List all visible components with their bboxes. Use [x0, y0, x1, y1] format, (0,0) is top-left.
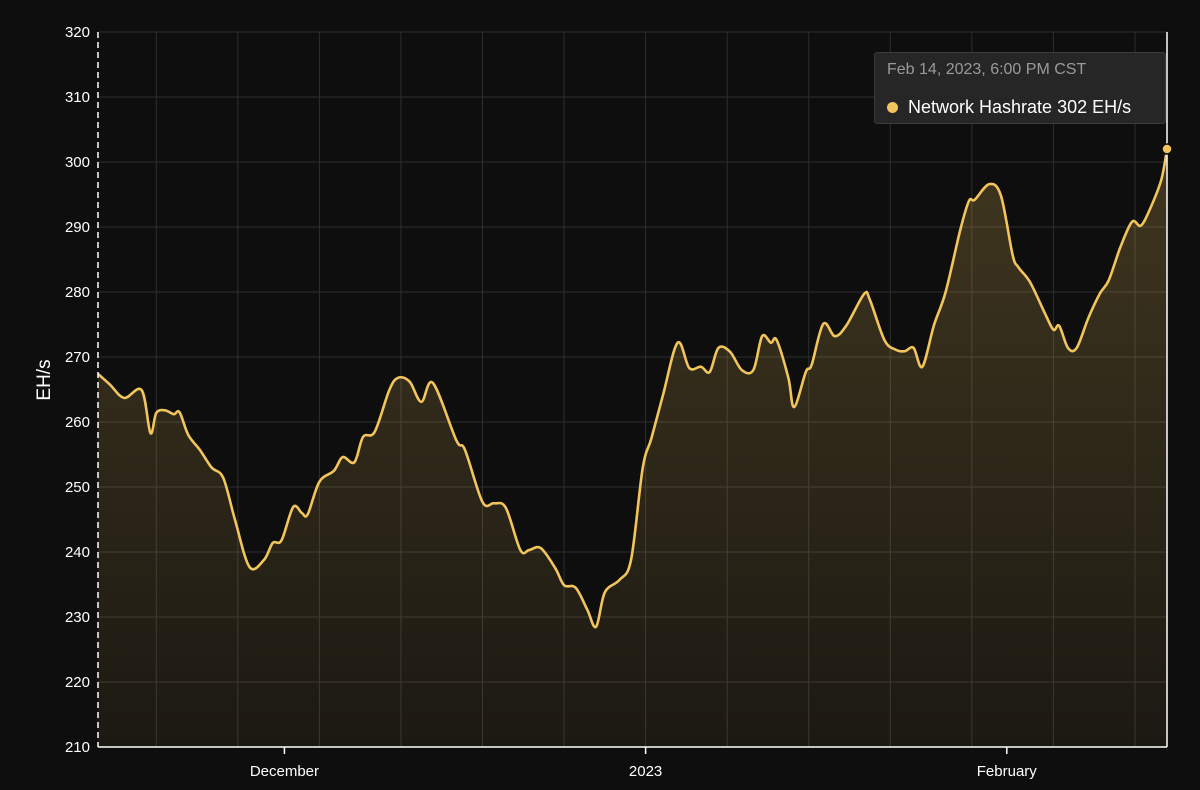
- tooltip-series-row: Network Hashrate 302 EH/s: [887, 97, 1131, 118]
- y-tick-label: 220: [65, 674, 90, 691]
- series-line: [97, 148, 1169, 629]
- y-tick-label: 270: [65, 349, 90, 366]
- y-tick-label: 300: [65, 154, 90, 171]
- tooltip: Feb 14, 2023, 6:00 PM CST Network Hashra…: [874, 52, 1166, 124]
- y-tick-label: 280: [65, 284, 90, 301]
- x-axis-ticks: December 2023 February: [250, 747, 1037, 780]
- tooltip-value: 302 EH/s: [1057, 97, 1132, 117]
- y-tick-label: 290: [65, 219, 90, 236]
- y-axis-ticks: 210 220 230 240 250 260 270 280 290 300 310 320: [65, 24, 90, 756]
- y-tick-label: 210: [65, 739, 90, 756]
- x-tick-label: 2023: [629, 763, 662, 780]
- y-tick-label: 320: [65, 24, 90, 41]
- tooltip-series-label: Network Hashrate: [908, 97, 1053, 117]
- y-tick-label: 310: [65, 89, 90, 106]
- y-tick-label: 260: [65, 414, 90, 431]
- axes: [97, 32, 1167, 748]
- y-axis-title: EH/s: [34, 359, 55, 400]
- y-tick-label: 240: [65, 544, 90, 561]
- y-tick-label: 250: [65, 479, 90, 496]
- hover-marker: [1161, 143, 1173, 155]
- series-area: [98, 149, 1167, 747]
- y-tick-label: 230: [65, 609, 90, 626]
- x-tick-label: February: [977, 763, 1038, 780]
- x-tick-label: December: [250, 763, 319, 780]
- tooltip-date: Feb 14, 2023, 6:00 PM CST: [887, 61, 1087, 78]
- series-marker-icon: [887, 102, 898, 113]
